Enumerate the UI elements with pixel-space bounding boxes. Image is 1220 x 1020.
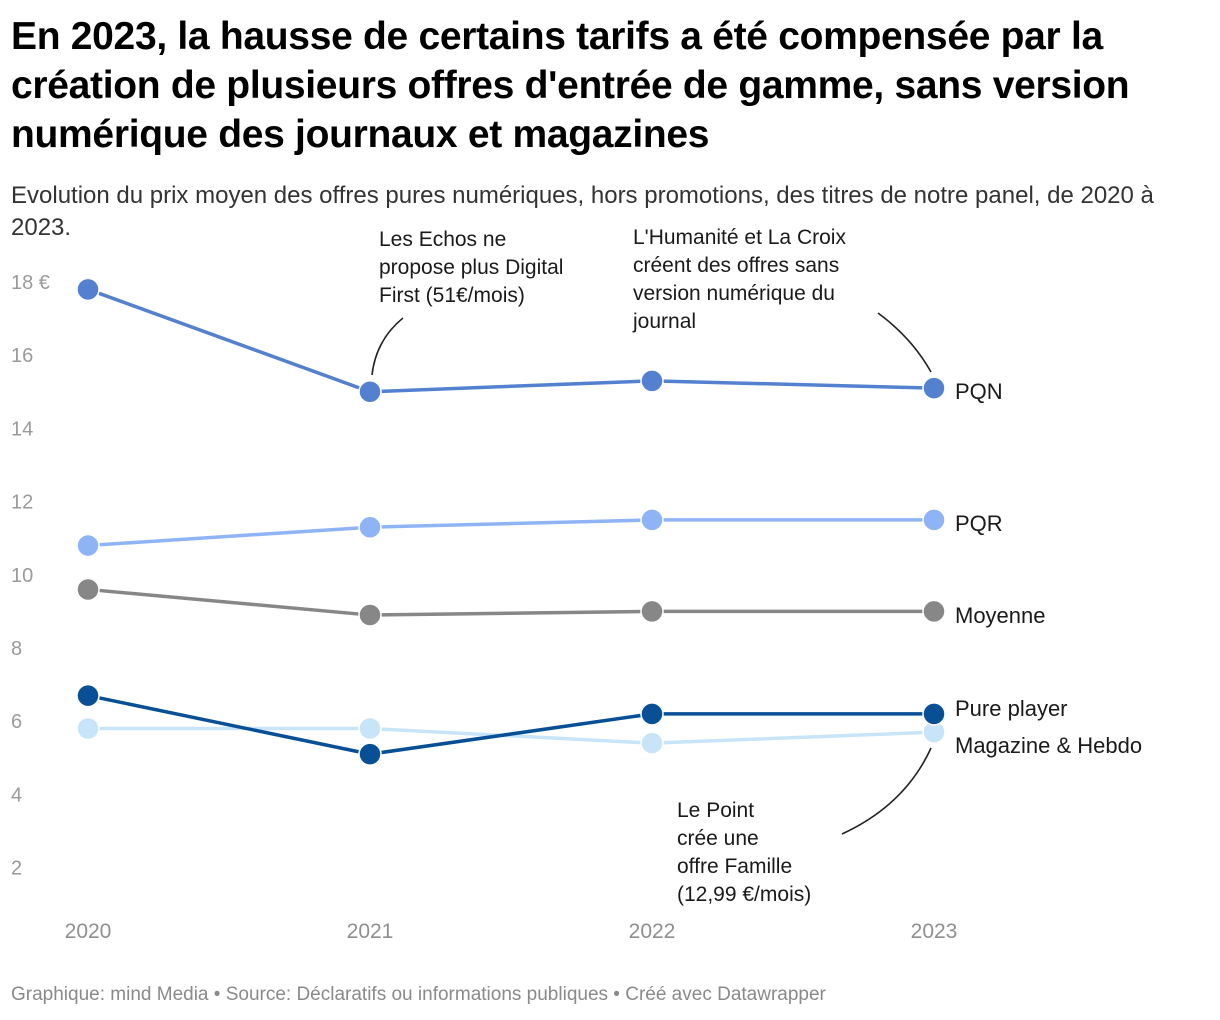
series-labels: PQN PQR Moyenne Magazine & Hebdo Pure player [955, 379, 1142, 758]
data-point [640, 731, 664, 755]
x-tick-label: 2021 [347, 920, 394, 943]
series-label: PQR [955, 511, 1003, 536]
data-point [358, 716, 382, 741]
y-tick-label: 8 [11, 638, 22, 660]
series-pqr [76, 508, 946, 558]
data-point [640, 369, 664, 393]
annotation-connector [841, 747, 932, 835]
annotation-connector [877, 312, 932, 373]
y-tick-label: 10 [11, 565, 33, 587]
series-pure-player [76, 683, 946, 766]
data-point [358, 742, 382, 766]
data-point [640, 702, 664, 726]
x-axis: 2020 2021 2022 2023 [65, 920, 958, 943]
annotation-text: Les Echos ne propose plus Digital First (5… [379, 228, 563, 307]
series-line [86, 587, 936, 617]
y-tick-label: 14 [11, 418, 33, 440]
data-point [922, 376, 946, 400]
y-axis: 2 4 6 8 10 12 14 16 18 € [11, 272, 50, 880]
data-point [76, 683, 100, 708]
data-point [358, 603, 382, 627]
chart-title: En 2023, la hausse de certains tarifs a … [11, 15, 1130, 156]
annotation-text: L'Humanité et La Croix créent des offres … [632, 226, 846, 333]
data-point [358, 380, 382, 404]
series-label: Magazine & Hebdo [955, 733, 1142, 758]
annotation-connector [371, 317, 404, 376]
annotation-text: Le Point crée une offre Famille (12,99 €/mo… [677, 799, 811, 906]
y-tick-label: 12 [11, 492, 33, 514]
data-point [76, 716, 100, 741]
series-pqn [76, 277, 946, 404]
series-label: Pure player [955, 696, 1068, 721]
data-point [922, 599, 946, 624]
y-tick-label: 4 [11, 784, 22, 806]
x-tick-label: 2022 [629, 920, 676, 943]
data-point [922, 702, 946, 726]
data-point [640, 599, 664, 624]
series-line [86, 518, 936, 548]
series-magazine-hebdo [76, 716, 946, 755]
data-point [922, 508, 946, 532]
x-tick-label: 2020 [65, 920, 112, 943]
data-point [76, 277, 100, 302]
data-point [358, 515, 382, 539]
data-point [76, 533, 100, 558]
series-line [86, 726, 936, 745]
y-tick-label: 6 [11, 711, 22, 733]
data-point [76, 577, 100, 602]
series-label: Moyenne [955, 603, 1046, 628]
series-moyenne [76, 577, 946, 627]
series-line [86, 287, 936, 394]
x-tick-label: 2023 [911, 920, 958, 943]
chart-footer: Graphique: mind Media • Source: Déclarat… [11, 984, 826, 1005]
series-line [86, 693, 936, 756]
y-tick-label: 2 [11, 858, 22, 880]
series-label: PQN [955, 379, 1003, 404]
data-point [640, 508, 664, 532]
y-tick-label: 16 [11, 345, 33, 367]
chart-subtitle: Evolution du prix moyen des offres pures… [11, 182, 1154, 241]
y-tick-label: 18 € [11, 272, 50, 294]
annotations: Les Echos ne propose plus Digital First (5… [371, 226, 932, 906]
series-lines [76, 277, 946, 766]
